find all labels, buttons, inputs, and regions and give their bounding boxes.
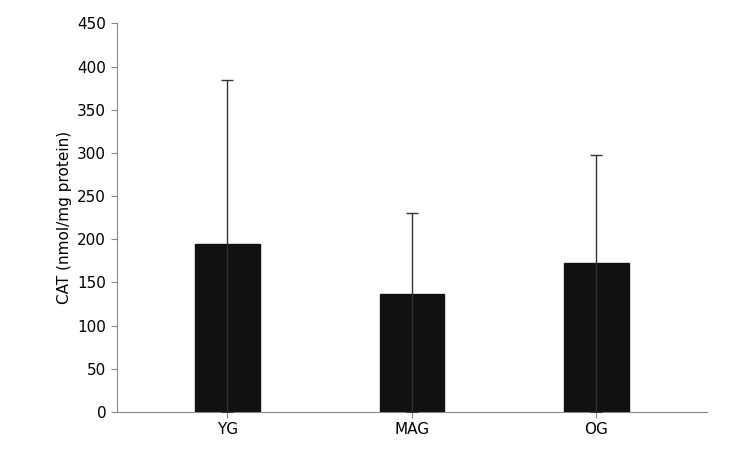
Bar [195, 243, 260, 412]
Y-axis label: CAT (nmol/mg protein): CAT (nmol/mg protein) [57, 131, 71, 304]
Bar [564, 263, 628, 412]
Bar [380, 293, 444, 412]
